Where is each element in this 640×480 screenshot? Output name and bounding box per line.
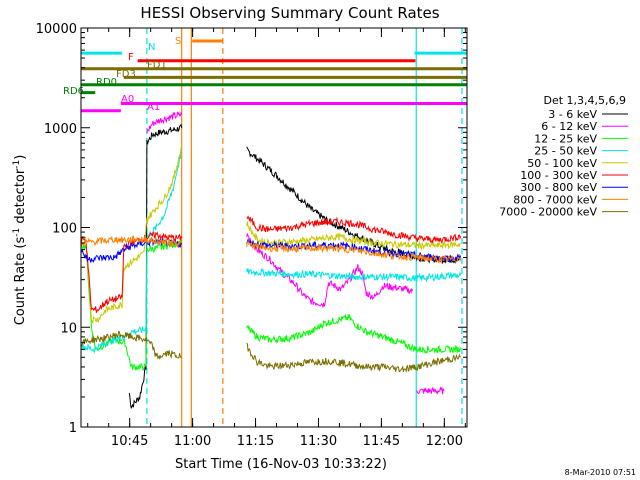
flag-label-a1: A1 bbox=[147, 102, 160, 113]
flag-label-f: F bbox=[128, 52, 134, 63]
series-line-6-1 bbox=[246, 238, 462, 263]
legend-label-5: 100 - 300 keV bbox=[520, 169, 597, 182]
axes: 1 10 100 1000 10000 10:45 11:00 11:15 11:30 11:45… bbox=[36, 22, 467, 449]
flag-label-rd0: RD0 bbox=[96, 77, 117, 88]
y-tick-label-1: 10 bbox=[60, 321, 77, 336]
flag-label-s: S bbox=[175, 36, 181, 47]
flag-label-fd1: FD1 bbox=[147, 60, 167, 71]
legend-label-6: 300 - 800 keV bbox=[520, 181, 597, 194]
series-line-4-0 bbox=[80, 146, 183, 324]
series-line-1-1 bbox=[246, 233, 413, 309]
x-tick-label-4: 11:45 bbox=[363, 434, 400, 449]
x-tick-label-5: 12:00 bbox=[426, 434, 463, 449]
series-line-1-2 bbox=[416, 386, 445, 395]
x-tick-label-0: 10:45 bbox=[111, 434, 148, 449]
x-axis-label: Start Time (16-Nov-03 10:33:22) bbox=[175, 457, 387, 472]
flag-label-rd6: RD6 bbox=[63, 86, 84, 97]
y-tick-label-4: 10000 bbox=[36, 22, 77, 37]
legend-label-2: 12 - 25 keV bbox=[534, 132, 597, 145]
legend-label-7: 800 - 7000 keV bbox=[513, 193, 597, 206]
series-line-8-0 bbox=[80, 330, 182, 360]
series-line-3-0 bbox=[80, 149, 183, 354]
legend-title: Det 1,3,4,5,6,9 bbox=[543, 94, 626, 107]
y-tick-label-2: 100 bbox=[52, 222, 77, 237]
series-line-2-0 bbox=[80, 239, 183, 371]
footer-timestamp: 8-Mar-2010 07:51 bbox=[565, 468, 636, 477]
y-tick-label-0: 1 bbox=[69, 421, 77, 436]
x-tick-label-3: 11:30 bbox=[300, 434, 337, 449]
series-line-7-1 bbox=[246, 240, 462, 265]
flag-label-fd3: FD3 bbox=[116, 69, 136, 80]
legend-label-8: 7000 - 20000 keV bbox=[499, 206, 597, 219]
series-line-6-0 bbox=[80, 237, 183, 264]
y-axis-label: Count Rate (s-1 detector-1) bbox=[12, 155, 28, 326]
flag-label-a0: A0 bbox=[121, 94, 134, 105]
y-tick-label-3: 1000 bbox=[44, 122, 77, 137]
series-line-7-0 bbox=[80, 235, 183, 248]
legend-label-3: 25 - 50 keV bbox=[534, 145, 597, 158]
legend-label-1: 6 - 12 keV bbox=[541, 120, 597, 133]
series-line-5-1 bbox=[246, 215, 462, 245]
flag-label-n: N bbox=[148, 42, 155, 53]
chart-title: HESSI Observing Summary Count Rates bbox=[140, 4, 439, 22]
series-line-0-0 bbox=[128, 123, 183, 409]
legend-label-4: 50 - 100 keV bbox=[527, 157, 597, 170]
x-tick-label-2: 11:15 bbox=[237, 434, 274, 449]
legend-label-0: 3 - 6 keV bbox=[548, 108, 597, 121]
series-line-1-0 bbox=[146, 111, 183, 134]
series-line-8-1 bbox=[246, 342, 462, 373]
x-tick-label-1: 11:00 bbox=[174, 434, 211, 449]
series-line-2-1 bbox=[246, 313, 462, 355]
series-line-3-1 bbox=[246, 267, 462, 283]
